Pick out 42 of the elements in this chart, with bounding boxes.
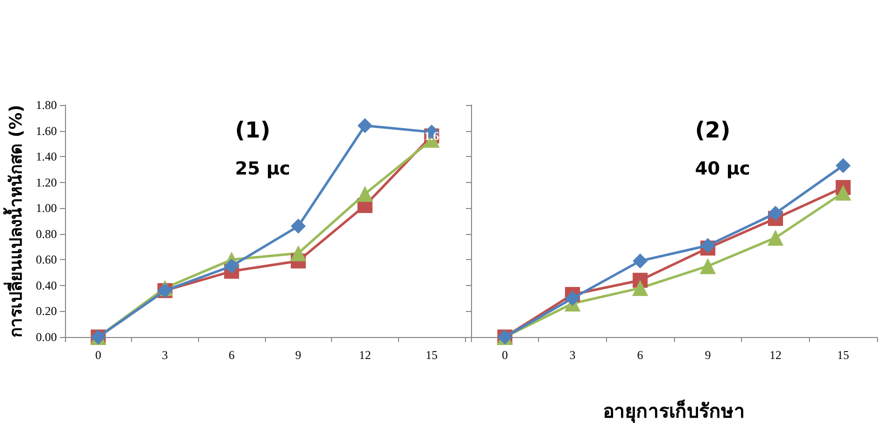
y-tick-label: 0.20: [36, 304, 57, 318]
y-tick-label: 1.00: [36, 201, 57, 216]
x-tick-label: 0: [502, 348, 508, 362]
point: [565, 290, 580, 306]
point: [290, 218, 306, 234]
x-tick-label: 9: [295, 348, 302, 362]
annotation: 25 μc: [235, 158, 290, 180]
point: [835, 184, 852, 201]
point: [768, 230, 784, 246]
point: [357, 118, 372, 134]
y-tick-label: 0.40: [36, 278, 57, 292]
x-tick-label: 12: [770, 348, 782, 362]
annotation: (2): [695, 118, 730, 144]
x-tick-label: 15: [837, 348, 850, 362]
x-tick-label: 9: [704, 348, 711, 362]
point: [632, 253, 648, 268]
y-tick-label: 0.80: [36, 226, 57, 241]
point: [290, 245, 306, 262]
y-tick-label: 1.60: [36, 124, 57, 138]
x-tick-label: 12: [358, 348, 371, 362]
y-tick-label: 0.00: [36, 330, 57, 344]
point: [700, 238, 716, 253]
y-tick-label: 1.80: [36, 98, 57, 112]
point: [836, 158, 851, 174]
x-tick-label: 6: [637, 348, 644, 362]
point: [632, 280, 648, 296]
point: [768, 206, 783, 221]
x-tick-label: 15: [426, 348, 438, 362]
x-tick-label: 3: [570, 348, 576, 362]
y-tick-label: 1.20: [36, 175, 57, 190]
annotation: (1): [235, 118, 270, 144]
x-tick-label: 3: [162, 348, 168, 362]
y-axis-title: การเปลี่ยนแปลงน้ำหนักสด (%): [2, 104, 26, 338]
point: [700, 258, 716, 274]
annotation: 40 μc: [695, 158, 750, 180]
y-tick-label: 1.40: [36, 150, 57, 164]
y-tick-label: 0.60: [36, 252, 57, 267]
x-tick-label: 6: [228, 348, 235, 362]
x-axis-title: อายุการเก็บรักษา: [603, 398, 745, 424]
point: [356, 186, 373, 202]
point: [224, 258, 240, 274]
x-tick-label: 0: [95, 348, 102, 362]
